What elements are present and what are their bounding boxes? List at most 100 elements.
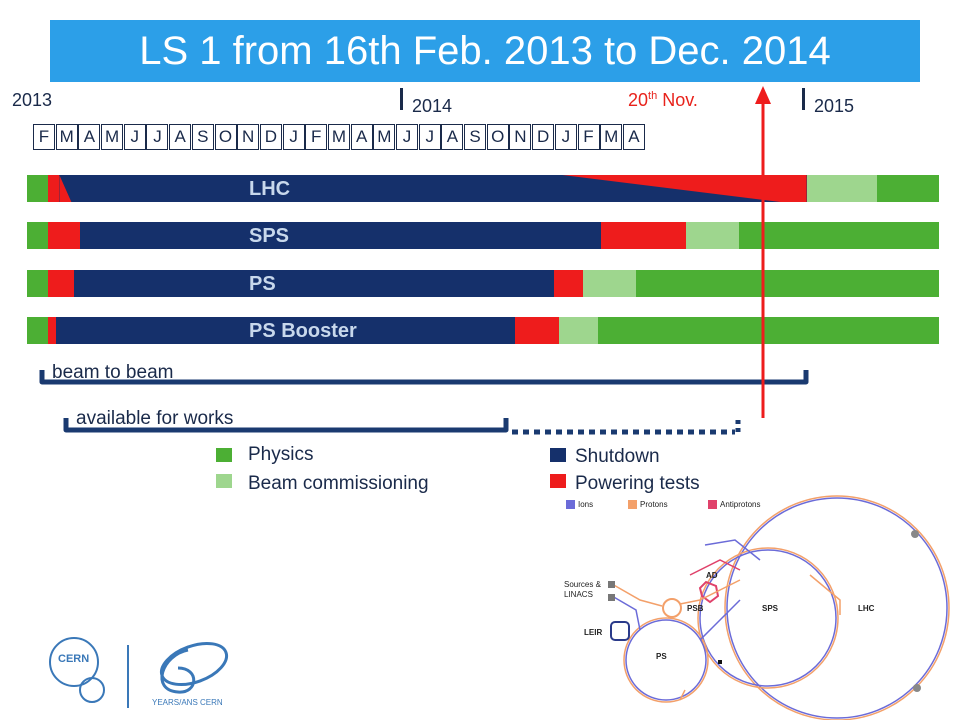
schedule-segment-powering-tests [600,222,686,249]
legend-shutdown-label: Shutdown [575,446,660,467]
linacs-label: LINACS [564,590,593,599]
schedule-segment-physics [27,222,48,249]
marker-day: 20 [628,90,649,110]
machine-label: PS Booster [249,320,357,342]
schedule-segment-physics [597,317,939,344]
month-cell: M [55,124,78,150]
key-ions-swatch [566,500,575,509]
transfer-line [704,539,761,561]
schedule-segment-powering-tests [47,222,80,249]
month-cell: A [622,124,645,150]
month-cell: J [396,124,418,150]
month-cell: F [305,124,328,150]
month-cell: J [123,124,146,150]
month-cell: S [191,124,214,150]
schedule-segment-beam-commissioning [583,270,636,297]
lhc-ring-outer [724,495,950,720]
schedule-segment-shutdown [56,317,516,344]
key-protons-label: Protons [640,500,668,509]
month-cell: M [373,124,396,150]
schedule-segment-powering-tests [515,317,560,344]
month-cell: M [600,124,623,150]
legend-physics-label: Physics [248,444,314,465]
year-label-2013: 2013 [12,90,53,110]
lhc-powering-wedge [59,175,807,202]
marker-label: 20th Nov. [628,90,698,111]
month-cell: J [282,124,305,150]
month-cell: D [259,124,282,150]
legend-shutdown-swatch [550,448,566,462]
schedule-segment-beam-commissioning [685,222,739,249]
transfer-line [611,595,641,631]
sps-ring-outer [697,547,839,689]
key-protons-swatch [628,500,637,509]
month-cell: D [532,124,555,150]
month-cell: A [350,124,373,150]
year-label-2015: 2015 [814,96,855,116]
schedule-segment-physics [635,270,939,297]
beam-stop [718,660,722,664]
legend-powering-swatch [550,474,566,488]
schedule-segment-powering-tests [47,270,75,297]
year-tick-2014 [400,88,403,110]
leir-ring [610,621,630,641]
schedule-segment-physics [738,222,939,249]
lhc-node [911,530,919,538]
ps-label: PS [656,652,667,661]
sps-ring [699,549,837,687]
cern-logo-icon [49,637,105,703]
schedule-segment-powering-tests [47,175,60,202]
now-arrow-head [755,86,771,104]
schedule-segment-shutdown [74,270,554,297]
page-title: LS 1 from 16th Feb. 2013 to Dec. 2014 [50,20,920,82]
legend-commissioning-swatch [216,474,232,488]
year-label-2014: 2014 [412,96,453,116]
marker-month: Nov. [657,90,698,110]
transfer-line [679,689,686,701]
schedule-segment-physics [27,270,48,297]
machine-label: LHC [249,178,291,200]
month-cell: A [441,124,464,150]
available-for-works-label: available for works [76,408,234,429]
leir-label: LEIR [584,628,603,637]
month-cell: A [78,124,101,150]
ad-label: AD [706,571,718,580]
lhc-ring [726,497,948,719]
month-cell: J [418,124,441,150]
schedule-segment-physics [877,175,939,202]
machine-bar: PS [27,270,939,297]
transfer-line [809,574,841,615]
key-antiprotons-swatch [708,500,717,509]
cern-logo-text: CERN [58,653,90,665]
schedule-segment-beam-commissioning [559,317,598,344]
machine-label: SPS [249,225,290,247]
marker-day-suffix: th [648,90,658,102]
month-cell: O [214,124,237,150]
legend-commissioning-label: Beam commissioning [248,473,429,494]
month-cell: A [169,124,192,150]
legend-powering-label: Powering tests [575,473,700,494]
month-cell: F [577,124,600,150]
month-cell: S [464,124,487,150]
schedule-segment-shutdown [79,222,601,249]
sources-label: Sources & [564,580,601,589]
schedule-segment-powering-tests [47,317,57,344]
schedule-segment-physics [27,175,48,202]
machine-label: PS [249,273,276,295]
schedule-segment-physics [27,317,48,344]
month-cell: M [327,124,350,150]
machine-bar: LHC [27,175,939,202]
machine-bar: PS Booster [27,317,939,344]
legend-physics-swatch [216,448,232,462]
month-cell: F [33,124,55,150]
beam-to-beam-label: beam to beam [52,362,174,383]
year-tick-2015 [802,88,805,110]
month-cell: M [101,124,124,150]
anniversary-logo-text: YEARS/ANS CERN [152,698,223,707]
psb-ring [662,598,682,618]
month-cell: J [146,124,169,150]
month-cell: O [486,124,509,150]
transfer-line [679,579,741,605]
ad-ring [698,580,720,604]
psb-label: PSB [687,604,704,613]
